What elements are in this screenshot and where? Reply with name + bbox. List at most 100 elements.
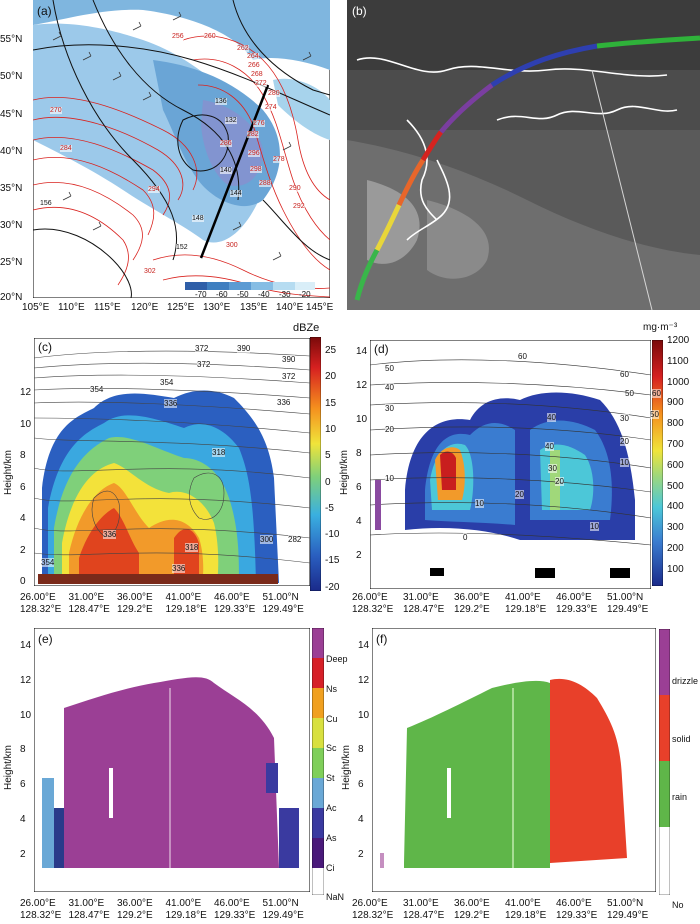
panel-a-contour-label: 294 [148,186,160,193]
panel-d-x-tick-lat: 128.47°E [403,604,445,615]
panel-d-colorbar-tick: 800 [667,418,684,430]
panel-e-x-tick-lon: 41.00°E [165,898,202,909]
panel-c-contour-label: 354 [41,558,55,567]
panel-a-cb-tick: -60 [216,290,228,299]
panel-e-x-tick-lat: 129.33°E [214,910,256,921]
panel-d-contour-label: 20 [555,477,564,486]
panel-a-contour-label: 282 [247,131,259,138]
panel-c-contour-label: 336 [277,398,291,407]
panel-f-x-tick-lat: 128.32°E [352,910,394,921]
panel-d-y-tick: 14 [356,346,368,357]
panel-c-colorbar-tick: -10 [325,529,340,541]
panel-c-contour-label: 372 [282,372,296,381]
panel-c-colorbar-tick: 20 [325,371,337,383]
panel-d-colorbar-tick: 100 [667,563,684,575]
panel-a-lon-tick: 115°E [94,302,121,313]
panel-c-contour-label: 390 [237,344,251,353]
panel-d-contour-label: 60 [652,389,661,398]
panel-d-contour-label: 50 [385,364,394,373]
panel-b-label: (b) [352,4,367,18]
panel-d-contour-label: 30 [385,404,394,413]
panel-a-contour-label: 270 [50,107,62,114]
panel-d-y-tick: 8 [356,448,362,459]
panel-a-colorbar [185,282,315,290]
panel-c-y-tick: 6 [20,481,26,493]
panel-f-x-tick-lon: 26.00°E [352,898,388,909]
panel-a-lon-tick: 135°E [240,302,268,313]
panel-f-category-label: rain [672,792,688,802]
panel-f-y-tick: 2 [358,848,364,860]
panel-c-colorbar-tick: 5 [325,450,331,462]
panel-d-x-tick-lat: 129.33°E [556,604,598,615]
panel-a-contour-label: 290 [289,185,301,192]
panel-d-contour-label: 20 [515,490,524,499]
panel-c-x-tick-lat: 129.49°E [262,604,304,615]
panel-a-contour-label: 276 [253,120,265,127]
panel-c-y-tick: 2 [20,544,26,556]
panel-d-contour-label: 50 [650,410,659,419]
panel-f-x-tick-lon: 36.00°E [454,898,490,909]
panel-d-colorbar-tick: 500 [667,480,684,492]
panel-d-contour-label: 30 [548,464,557,473]
panel-e-category-label: Ac [326,803,337,813]
panel-a-lon-tick: 140°E [276,302,304,313]
panel-c-x-tick-lon: 26.00°E [20,592,56,603]
panel-e-category-label: Ci [326,862,335,873]
panel-c-contour-label: 282 [288,535,302,544]
panel-c-y-label: Height/km [3,449,14,495]
panel-d-colorbar-tick: 600 [667,459,684,471]
panel-c-contour-label: 300 [260,535,274,544]
panel-f-x-tick-lat: 128.47°E [403,910,445,921]
panel-f-x-tick-lat: 129.49°E [607,910,649,921]
panel-f-plot [372,628,656,892]
panel-e-category-label: NaN [326,892,345,903]
panel-f-y-label: Height/km [341,744,352,790]
panel-f-category-label: solid [672,734,691,744]
panel-c-x-tick-lat: 129.33°E [214,604,256,615]
panel-f-y-tick: 12 [358,674,370,686]
panel-d-contour-label: 30 [620,414,629,423]
panel-a-contour-label: 262 [237,45,249,52]
panel-a-contour-label: 298 [250,166,262,173]
panel-e-category-label: Sc [326,743,337,754]
panel-d-contour-label: 60 [518,352,527,361]
panel-c-colorbar-tick: 25 [325,345,337,356]
panel-a-contour-label: 278 [273,156,285,163]
panel-c-contour-label: 318 [212,448,226,457]
panel-b-satellite [347,0,700,310]
panel-c-x-tick-lat: 128.32°E [20,604,62,615]
panel-c-colorbar-tick: 0 [325,476,331,488]
panel-e-y-tick: 8 [20,744,26,756]
panel-a-lat-tick: 25°N [0,257,23,268]
panel-d-contour-label: 10 [590,522,599,531]
panel-a-lat-tick: 30°N [0,220,23,231]
panel-c-colorbar-title: dBZe [293,322,320,334]
panel-f-category-label: No [672,900,684,910]
panel-a-cb-tick: -50 [237,290,249,299]
panel-a-contour-label: 300 [226,242,238,249]
panel-d-x-tick-lat: 129.18°E [505,604,547,615]
panel-d-contour-label: 10 [475,499,484,508]
panel-c-x-tick-lon: 31.00°E [68,592,105,603]
panel-c-colorbar-tick: -5 [325,502,334,514]
panel-e-category-label: Cu [326,713,338,724]
panel-a-contour-label: 284 [60,145,72,152]
panel-a-contour-label: 266 [248,62,260,69]
panel-d-x-tick-lon: 31.00°E [403,592,439,603]
panel-c-y-tick: 0 [20,576,26,587]
panel-c-x-tick-lat: 129.2°E [117,604,153,615]
panel-f-y-tick: 4 [358,814,364,825]
panel-c-contour-label: 354 [90,385,104,394]
panel-d-x-tick-lat: 129.2°E [454,604,490,615]
panel-d-contour-label: 20 [385,425,394,434]
panel-f-y-tick: 10 [358,709,370,721]
panel-c-x-tick-lon: 41.00°E [165,592,202,603]
panel-a-contour-label: 144 [230,190,242,197]
panel-d-contour-label: 40 [385,383,394,392]
panel-c-x-tick-lat: 129.18°E [165,604,207,615]
panel-e-x-tick-lon: 26.00°E [20,898,56,909]
panel-c-contour-label: 390 [282,355,296,364]
panel-d-colorbar-title: mg·m⁻³ [643,322,678,333]
panel-f-label: (f) [376,632,388,646]
panel-e-label: (e) [38,632,53,646]
